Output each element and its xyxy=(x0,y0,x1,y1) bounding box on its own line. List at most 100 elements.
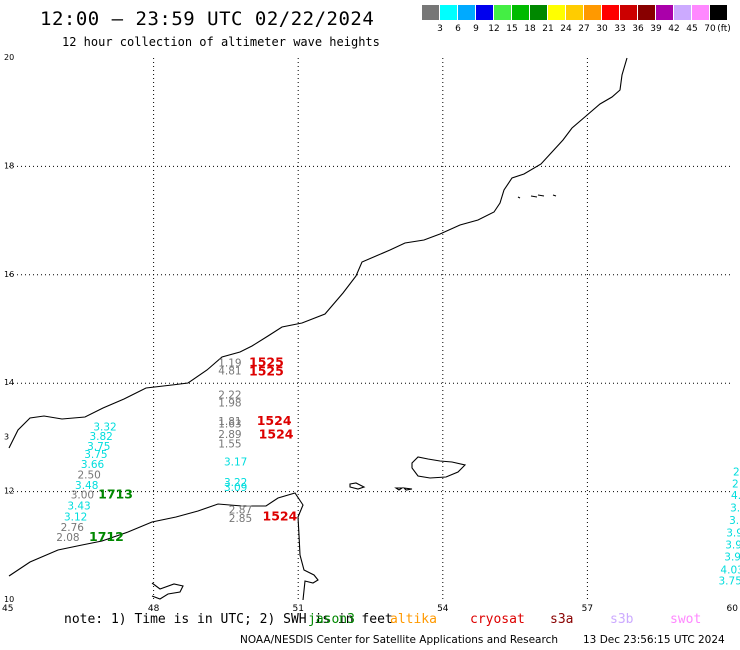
mission-cryosat: cryosat xyxy=(470,612,525,627)
mission-altika: altika xyxy=(390,612,437,627)
legend-swatch xyxy=(602,5,619,20)
wave-height-label: 2 xyxy=(733,466,740,478)
kuria-muria-islands xyxy=(517,194,557,199)
pass-time-label: 1524 xyxy=(263,508,298,523)
lat-tick-label: 20 xyxy=(4,53,14,62)
legend-swatch xyxy=(674,5,691,20)
generation-timestamp: 13 Dec 23:56:15 UTC 2024 xyxy=(583,634,725,646)
legend-label: 24 xyxy=(560,24,572,34)
horn-peninsula xyxy=(151,582,184,600)
lon-tick-label: 48 xyxy=(148,604,160,612)
lat-tick-label: 12 xyxy=(4,487,14,496)
lat-tick-label: 14 xyxy=(4,378,14,387)
legend-label: 42 xyxy=(668,24,680,34)
legend-label: 27 xyxy=(578,24,590,34)
lat-tick-label: 10 xyxy=(4,595,14,604)
pass-time-label: 1712 xyxy=(89,529,124,544)
wave-height-label: 4. xyxy=(731,490,740,502)
wave-height-label: 1.55 xyxy=(218,439,241,451)
graticule xyxy=(9,58,732,600)
mission-s3b: s3b xyxy=(610,612,634,627)
wave-height-label: 4.81 xyxy=(218,366,241,378)
legend-swatch xyxy=(656,5,673,20)
wave-height-label: 2.89 xyxy=(218,429,241,441)
legend-swatch xyxy=(638,5,655,20)
wave-height-label: 4.03 xyxy=(720,564,740,576)
legend-swatch xyxy=(620,5,637,20)
legend-swatch xyxy=(440,5,457,20)
lon-tick-label: 54 xyxy=(437,604,449,612)
mission-swot: swot xyxy=(670,612,702,627)
wave-height-label: 2.08 xyxy=(56,532,79,544)
wave-height-label: 2.85 xyxy=(229,513,252,525)
wave-height-label: 3.75 xyxy=(719,575,740,587)
lat-tick-label: 3 xyxy=(4,432,9,441)
legend-swatch xyxy=(584,5,601,20)
legend-label: 30 xyxy=(596,24,608,34)
legend-label: 12 xyxy=(488,24,500,34)
legend-label: 18 xyxy=(524,24,536,34)
legend-label: 45 xyxy=(686,24,698,34)
wave-height-label: 3.32 xyxy=(93,421,116,433)
darsah-island xyxy=(402,487,413,491)
pass-time-label: 1713 xyxy=(98,487,133,502)
footer-note: note: 1) Time is in UTC; 2) SWH is in fe… xyxy=(64,612,393,627)
wave-height-label: 3.22 xyxy=(224,477,247,489)
legend-label: 36 xyxy=(632,24,644,34)
wave-height-label: 2.76 xyxy=(61,522,85,534)
legend-swatch xyxy=(476,5,493,20)
pass-time-label: 1525 xyxy=(249,354,284,369)
wave-height-label: 3.9 xyxy=(725,540,740,552)
legend-swatch xyxy=(530,5,547,20)
legend-label: 6 xyxy=(455,24,461,34)
wave-height-label: 3.09 xyxy=(224,482,247,494)
wave-height-label: 2 xyxy=(732,478,739,490)
legend-swatch xyxy=(548,5,565,20)
mission-jason3: jason3 xyxy=(308,612,355,627)
wave-height-label: 3.75 xyxy=(84,449,107,461)
wave-height-label: 1.81 xyxy=(218,416,241,428)
lon-tick-label: 51 xyxy=(292,604,303,612)
mission-s3a: s3a xyxy=(550,612,574,627)
wave-height-label: 3.9 xyxy=(724,551,740,563)
wave-height-label: 3.9 xyxy=(726,528,740,540)
socotra-island xyxy=(411,456,467,479)
wave-height-label: 3.48 xyxy=(75,480,98,492)
legend-label: 9 xyxy=(473,24,479,34)
wave-height-label: 3.43 xyxy=(67,500,90,512)
pass-time-label: 1525 xyxy=(249,364,284,379)
legend-unit: (ft) xyxy=(717,24,731,34)
lon-tick-label: 60 xyxy=(727,604,739,612)
wave-height-label: 3.66 xyxy=(81,459,105,471)
legend-label: 21 xyxy=(542,24,554,34)
pass-time-label: 1524 xyxy=(257,413,292,428)
wave-height-label: 1.19 xyxy=(218,357,241,369)
legend-swatch xyxy=(458,5,475,20)
legend-swatch xyxy=(512,5,529,20)
wave-height-label: 2.22 xyxy=(218,389,241,401)
wave-height-label: 3. xyxy=(730,503,740,515)
legend-label: 70 xyxy=(704,24,716,34)
legend-swatch xyxy=(566,5,583,20)
pass-time-label: 1524 xyxy=(259,426,294,441)
abd-al-kuri-island xyxy=(349,482,366,490)
wave-height-label: 3.00 xyxy=(71,490,94,502)
legend-label: 33 xyxy=(614,24,626,34)
legend-swatch xyxy=(710,5,727,20)
map-subtitle: 12 hour collection of altimeter wave hei… xyxy=(62,35,380,49)
lat-tick-label: 18 xyxy=(4,161,14,170)
coastline-somalia xyxy=(8,492,319,601)
coastline xyxy=(8,57,628,601)
lon-tick-label: 57 xyxy=(582,604,593,612)
wave-height-label: 1.63 xyxy=(218,419,241,431)
legend-label: 15 xyxy=(506,24,518,34)
legend-swatch xyxy=(422,5,439,20)
lat-tick-label: 16 xyxy=(4,270,14,279)
credit-line: NOAA/NESDIS Center for Satellite Applica… xyxy=(240,634,558,646)
legend-label: 3 xyxy=(437,24,443,34)
coastline-arabia xyxy=(8,57,628,449)
wave-height-label: 2.50 xyxy=(77,470,100,482)
legend-swatch xyxy=(692,5,709,20)
wave-height-label: 3.17 xyxy=(224,457,247,469)
